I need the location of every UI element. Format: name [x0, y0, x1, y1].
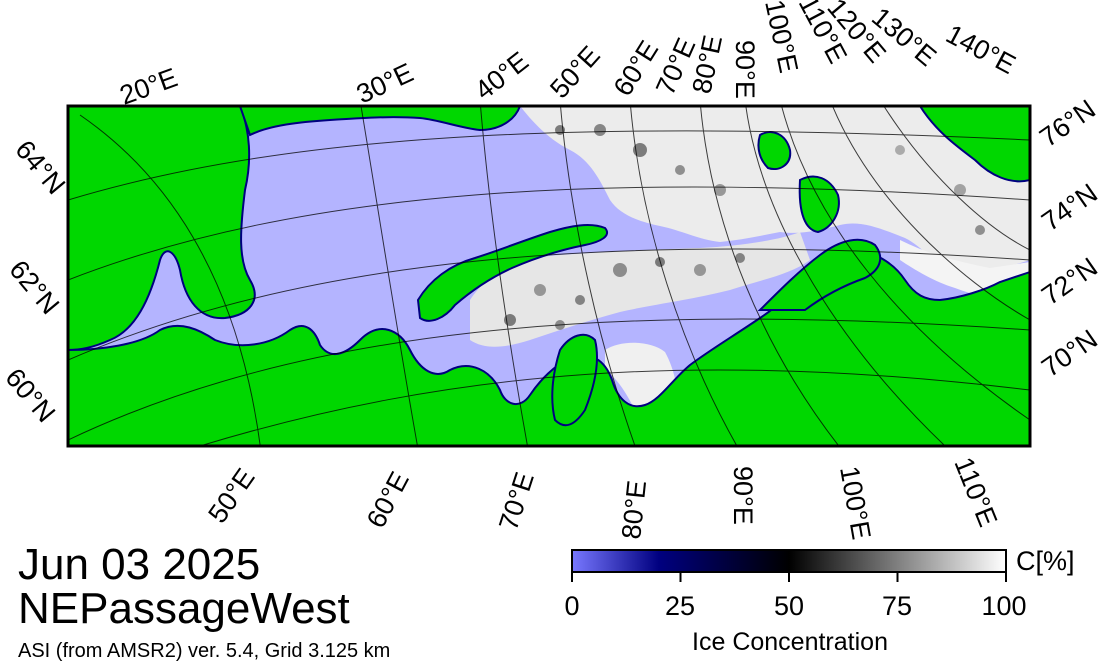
map-frame — [66, 104, 1032, 448]
colorbar-tick-label: 25 — [664, 591, 696, 621]
colorbar-ticks — [571, 572, 1007, 582]
colorbar-tick-label: 75 — [881, 591, 913, 621]
lat-label-left: 62°N — [3, 255, 65, 320]
land-yamal — [551, 333, 598, 427]
land-kola — [238, 106, 522, 137]
lat-label-right: 70°N — [1036, 324, 1103, 383]
lon-label-top: 50°E — [544, 40, 606, 104]
lat-label-left: 64°N — [9, 135, 71, 200]
lon-label-bottom: 80°E — [616, 479, 652, 541]
colorbar — [571, 549, 1007, 582]
lat-label-right: 72°N — [1036, 252, 1103, 311]
lat-label-right: 74°N — [1036, 178, 1103, 237]
lon-label-top: 40°E — [469, 46, 534, 106]
land-severnaya-zemlya-2 — [757, 131, 792, 170]
right-latitude-labels: 76°N 74°N 72°N 70°N — [1034, 94, 1103, 383]
colorbar-unit: C[%] — [1016, 546, 1075, 576]
colorbar-gradient — [571, 549, 1007, 573]
lon-label-bottom: 100°E — [834, 464, 876, 542]
colorbar-tick-label: 50 — [773, 591, 805, 621]
land-north-islands — [918, 106, 1030, 183]
left-latitude-labels: 64°N 62°N 60°N — [0, 135, 71, 428]
land-severnaya-zemlya — [798, 175, 840, 234]
sea-ice-kara — [470, 232, 810, 347]
lat-label-right: 76°N — [1034, 94, 1101, 153]
colorbar-tick-label: 0 — [564, 591, 580, 621]
land-novaya-zemlya — [416, 224, 608, 322]
graticule — [68, 106, 1030, 446]
map-date: Jun 03 2025 — [18, 540, 261, 589]
lon-label-bottom: 50°E — [202, 463, 260, 528]
land-taymyr — [757, 238, 882, 311]
lon-label-bottom: 60°E — [361, 467, 415, 533]
region-name: NEPassageWest — [18, 584, 350, 633]
data-source: ASI (from AMSR2) ver. 5.4, Grid 3.125 km — [18, 640, 391, 662]
bottom-longitude-labels: 50°E 60°E 70°E 80°E 90°E 100°E 110°E — [202, 453, 1003, 542]
lon-label-top: 90°E — [730, 40, 760, 99]
lon-label-top: 140°E — [941, 19, 1020, 80]
lon-label-top: 20°E — [116, 62, 182, 110]
map-content — [68, 106, 1030, 446]
colorbar-tick-label: 100 — [981, 591, 1027, 621]
lat-label-left: 60°N — [0, 363, 61, 428]
colorbar-title: Ice Concentration — [692, 628, 888, 656]
ice-texture — [504, 124, 985, 330]
lon-label-bottom: 110°E — [948, 453, 1003, 531]
top-longitude-labels: 20°E 30°E 40°E 50°E 60°E 70°E 80°E 90°E … — [116, 0, 1021, 111]
lon-label-top: 30°E — [352, 57, 418, 109]
lon-label-top: 60°E — [608, 35, 665, 101]
lon-label-bottom: 90°E — [728, 466, 758, 525]
lon-label-bottom: 70°E — [493, 469, 540, 534]
